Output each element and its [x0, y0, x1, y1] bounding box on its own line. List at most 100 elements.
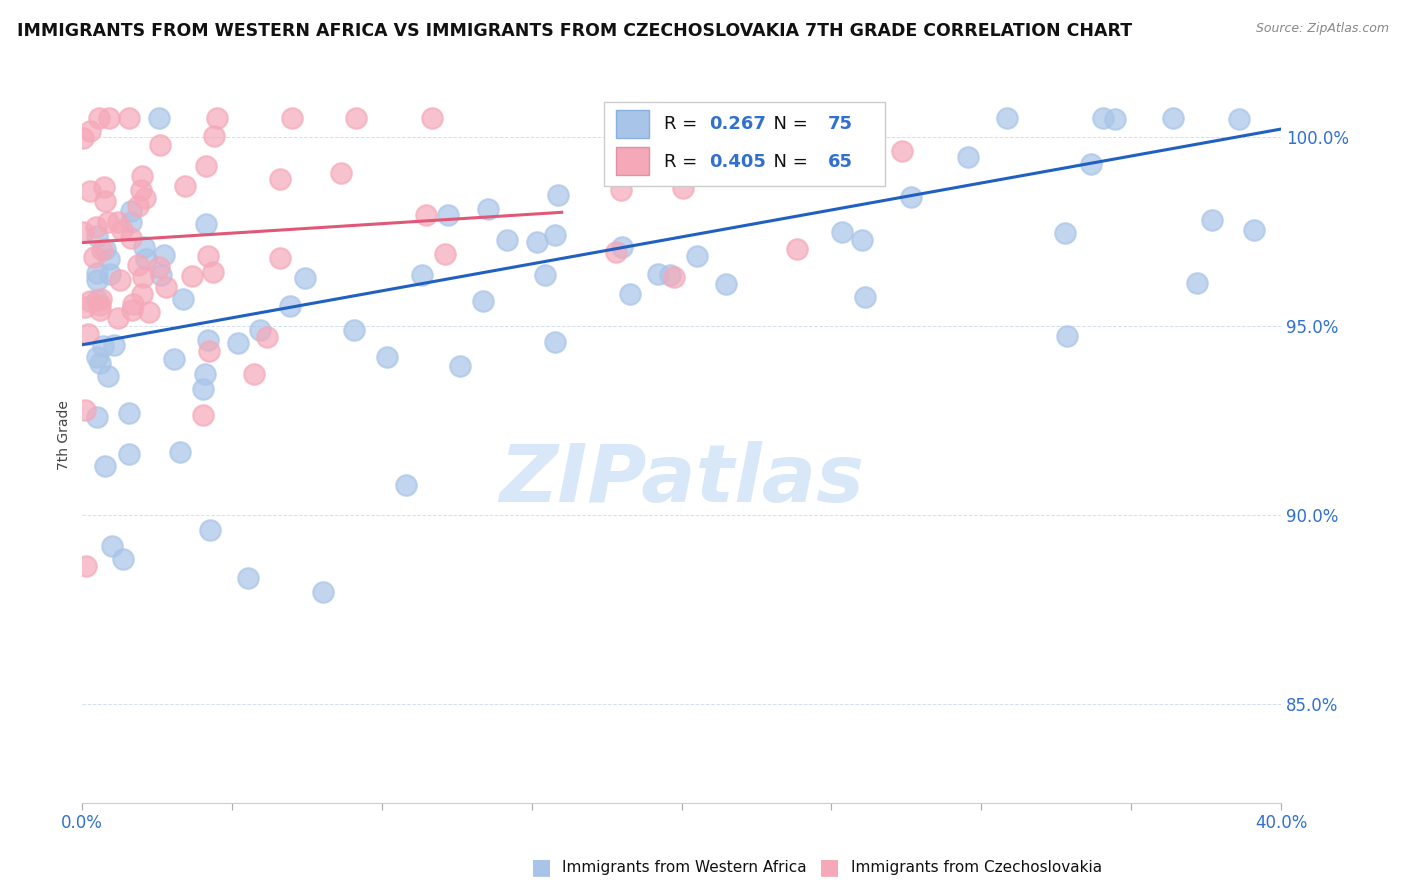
- Point: [86, 273, 108, 287]
- Point: [132, 240, 155, 254]
- Point: [198, 523, 221, 537]
- Point: [610, 240, 633, 254]
- Point: [138, 305, 160, 319]
- Point: [1080, 157, 1102, 171]
- Point: [181, 269, 204, 284]
- Point: [281, 111, 304, 125]
- Point: [120, 204, 142, 219]
- Text: 75: 75: [828, 114, 853, 133]
- Point: [1227, 112, 1250, 126]
- Point: [111, 551, 134, 566]
- Text: 0.267: 0.267: [709, 114, 766, 133]
- Point: [97, 111, 120, 125]
- Text: Immigrants from Czechoslovakia: Immigrants from Czechoslovakia: [851, 860, 1102, 874]
- Point: [77, 327, 100, 342]
- Point: [344, 111, 367, 125]
- Point: [107, 215, 129, 229]
- Point: [84, 220, 107, 235]
- Point: [202, 129, 225, 144]
- Y-axis label: 7th Grade: 7th Grade: [58, 401, 72, 470]
- Point: [495, 233, 517, 247]
- Point: [163, 351, 186, 366]
- Point: [129, 183, 152, 197]
- Text: Source: ZipAtlas.com: Source: ZipAtlas.com: [1256, 22, 1389, 36]
- Point: [127, 198, 149, 212]
- Point: [98, 267, 121, 281]
- Point: [118, 447, 141, 461]
- Point: [86, 229, 108, 244]
- Text: IMMIGRANTS FROM WESTERN AFRICA VS IMMIGRANTS FROM CZECHOSLOVAKIA 7TH GRADE CORRE: IMMIGRANTS FROM WESTERN AFRICA VS IMMIGR…: [17, 22, 1132, 40]
- Point: [169, 444, 191, 458]
- Point: [294, 271, 316, 285]
- Point: [86, 293, 108, 308]
- Point: [97, 214, 120, 228]
- Point: [89, 356, 111, 370]
- Point: [900, 190, 922, 204]
- Point: [278, 299, 301, 313]
- Point: [79, 124, 101, 138]
- Point: [672, 181, 695, 195]
- Point: [207, 111, 229, 125]
- Point: [91, 243, 114, 257]
- Text: N =: N =: [762, 114, 814, 133]
- Point: [191, 408, 214, 422]
- Point: [94, 194, 117, 208]
- Point: [437, 208, 460, 222]
- Point: [851, 233, 873, 247]
- Point: [111, 223, 134, 237]
- Point: [79, 185, 101, 199]
- Point: [658, 268, 681, 282]
- Point: [148, 111, 170, 125]
- Point: [86, 350, 108, 364]
- Point: [131, 169, 153, 183]
- Point: [75, 403, 97, 417]
- Point: [619, 287, 641, 301]
- Point: [329, 166, 352, 180]
- Point: [1201, 213, 1223, 227]
- Point: [1243, 222, 1265, 236]
- Point: [547, 187, 569, 202]
- Point: [194, 368, 217, 382]
- FancyBboxPatch shape: [603, 102, 886, 186]
- Point: [93, 180, 115, 194]
- Point: [149, 268, 172, 282]
- Text: Immigrants from Western Africa: Immigrants from Western Africa: [562, 860, 807, 874]
- Point: [89, 303, 111, 318]
- Point: [122, 297, 145, 311]
- Point: [72, 226, 94, 240]
- Point: [127, 258, 149, 272]
- Point: [269, 251, 291, 265]
- Text: ■: ■: [820, 857, 839, 877]
- Point: [609, 183, 631, 197]
- Point: [101, 539, 124, 553]
- Point: [90, 293, 112, 307]
- Text: 65: 65: [828, 153, 853, 170]
- Point: [197, 249, 219, 263]
- Point: [118, 406, 141, 420]
- Point: [193, 382, 215, 396]
- Point: [472, 294, 495, 309]
- Point: [449, 359, 471, 373]
- Point: [120, 230, 142, 244]
- Point: [1053, 226, 1076, 240]
- Point: [132, 270, 155, 285]
- Point: [121, 303, 143, 318]
- Text: ZIPatlas: ZIPatlas: [499, 441, 865, 518]
- Point: [956, 150, 979, 164]
- Point: [1056, 329, 1078, 343]
- Point: [198, 344, 221, 359]
- Point: [420, 111, 443, 125]
- Point: [786, 242, 808, 256]
- Point: [195, 217, 218, 231]
- Point: [395, 478, 418, 492]
- Point: [202, 264, 225, 278]
- Point: [91, 339, 114, 353]
- Point: [75, 559, 97, 574]
- Point: [96, 368, 118, 383]
- Text: ■: ■: [531, 857, 551, 877]
- Point: [831, 225, 853, 239]
- Point: [1104, 112, 1126, 127]
- Point: [890, 144, 912, 158]
- Text: R =: R =: [664, 114, 703, 133]
- Point: [1091, 111, 1114, 125]
